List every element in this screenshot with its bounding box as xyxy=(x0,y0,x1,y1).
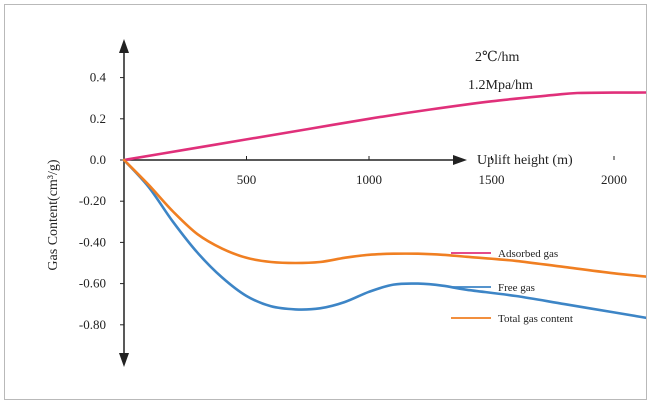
annotation-pressure-gradient: 1.2Mpa/hm xyxy=(468,78,533,93)
y-tick-label: 0.0 xyxy=(90,152,106,167)
y-tick-label: -0.60 xyxy=(79,276,106,291)
total-gas-content-line xyxy=(122,158,646,278)
x-tick-label: 2000 xyxy=(601,172,627,187)
y-axis-arrow-up xyxy=(119,39,129,53)
free-gas-line xyxy=(122,158,646,320)
adsorbed-gas-line xyxy=(122,91,646,162)
y-tick-label: 0.2 xyxy=(90,111,106,126)
legend-adsorbed-gas-label: Adsorbed gas xyxy=(498,248,558,260)
series-layer xyxy=(122,91,646,320)
gas-content-chart: 50010001500200025000.40.20.0-0.20-0.40-0… xyxy=(46,39,646,367)
legend-free-gas-label: Free gas xyxy=(498,282,535,294)
y-tick-label: -0.80 xyxy=(79,317,106,332)
label-layer: 2℃/hm 1.2Mpa/hm Uplift height (m) Gas Co… xyxy=(46,50,573,271)
axes: 50010001500200025000.40.20.0-0.20-0.40-0… xyxy=(79,39,627,367)
x-tick-label: 1000 xyxy=(356,172,382,187)
y-tick-label: -0.40 xyxy=(79,234,106,249)
chart-frame: 50010001500200025000.40.20.0-0.20-0.40-0… xyxy=(4,4,647,400)
y-tick-label: -0.20 xyxy=(79,193,106,208)
x-axis-arrow xyxy=(453,155,467,165)
x-tick-label: 500 xyxy=(237,172,257,187)
y-axis-title: Gas Content(cm³/g) xyxy=(46,159,61,270)
y-tick-label: 0.4 xyxy=(90,70,107,85)
legend-total-gas-content-label: Total gas content xyxy=(498,313,573,325)
x-tick-label: 1500 xyxy=(479,172,505,187)
x-axis-title: Uplift height (m) xyxy=(477,153,573,168)
legend: Adsorbed gas Free gas Total gas content xyxy=(451,248,573,325)
annotation-temperature-gradient: 2℃/hm xyxy=(475,50,520,65)
y-axis-arrow-down xyxy=(119,353,129,367)
